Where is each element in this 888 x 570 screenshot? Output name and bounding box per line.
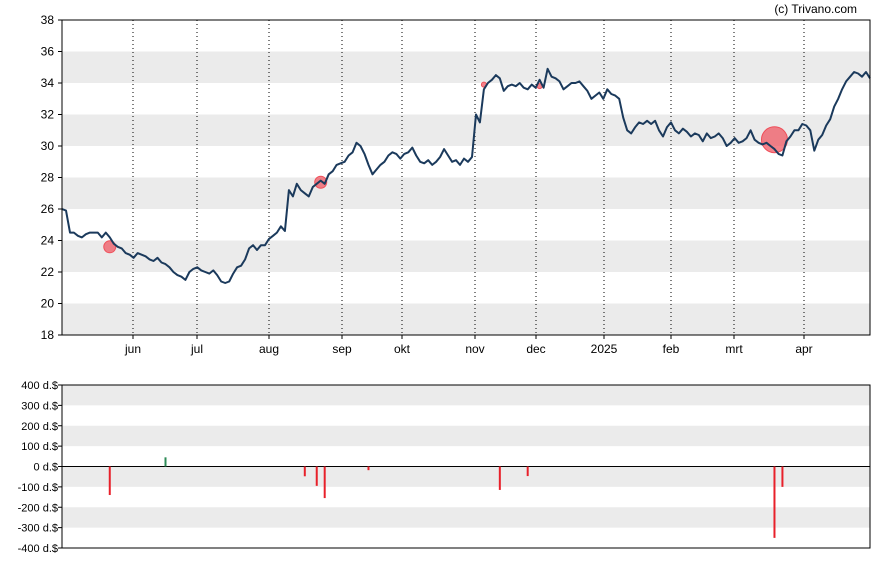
x-tick-label: feb (663, 342, 680, 356)
volume-y-tick-label: -100 d.$ (18, 482, 58, 494)
x-tick-label: 2025 (591, 342, 618, 356)
y-tick-label: 26 (41, 202, 55, 216)
x-tick-label: apr (795, 342, 812, 356)
volume-grid-bands (62, 385, 870, 528)
volume-y-tick-label: -400 d.$ (18, 543, 58, 555)
volume-y-tick-label: -300 d.$ (18, 523, 58, 535)
volume-y-tick-label: 100 d.$ (21, 441, 58, 453)
y-tick-label: 24 (41, 234, 55, 248)
volume-y-tick-label: 400 d.$ (21, 380, 58, 392)
y-tick-label: 20 (41, 297, 55, 311)
volume-grid-band (62, 466, 870, 487)
price-series-line (61, 67, 871, 284)
y-tick-label: 36 (41, 45, 55, 59)
price-vertical-grid (132, 20, 805, 335)
volume-y-tick-label: -200 d.$ (18, 502, 58, 514)
y-tick-label: 30 (41, 139, 55, 153)
grid-band (62, 51, 870, 83)
volume-grid-band (62, 425, 870, 447)
volume-y-axis: 400 d.$ 300 d.$ 200 d.$ 100 d.$ 0 d.$ -100 d.… (18, 380, 62, 555)
grid-band (62, 177, 870, 209)
volume-y-tick-label: 300 d.$ (21, 400, 58, 412)
x-tick-label: nov (465, 342, 484, 356)
volume-bars (108, 457, 784, 538)
grid-band (62, 114, 870, 146)
x-tick-label: mrt (725, 342, 743, 356)
event-markers (103, 81, 788, 254)
y-tick-label: 34 (41, 76, 55, 90)
y-tick-label: 38 (41, 13, 55, 27)
x-tick-label: dec (526, 342, 545, 356)
y-tick-label: 28 (41, 171, 55, 185)
x-tick-label: jul (190, 342, 203, 356)
grid-band (62, 303, 870, 335)
volume-y-tick-label: 200 d.$ (21, 421, 58, 433)
y-tick-label: 22 (41, 265, 55, 279)
price-y-axis: 18 20 22 24 26 28 30 32 34 36 38 (41, 13, 62, 342)
watermark: (c) Trivano.com (774, 2, 857, 16)
x-tick-label: aug (259, 342, 279, 356)
volume-grid-band (62, 507, 870, 528)
x-tick-label: sep (332, 342, 352, 356)
y-tick-label: 18 (41, 328, 55, 342)
y-tick-label: 32 (41, 108, 55, 122)
event-marker (314, 175, 328, 189)
volume-y-tick-label: 0 d.$ (34, 462, 58, 474)
price-x-axis: jun jul aug sep okt nov dec 2025 feb mrt apr (124, 335, 813, 356)
grid-band (62, 240, 870, 272)
x-tick-label: jun (124, 342, 141, 356)
x-tick-label: okt (394, 342, 411, 356)
volume-grid-band (62, 385, 870, 406)
